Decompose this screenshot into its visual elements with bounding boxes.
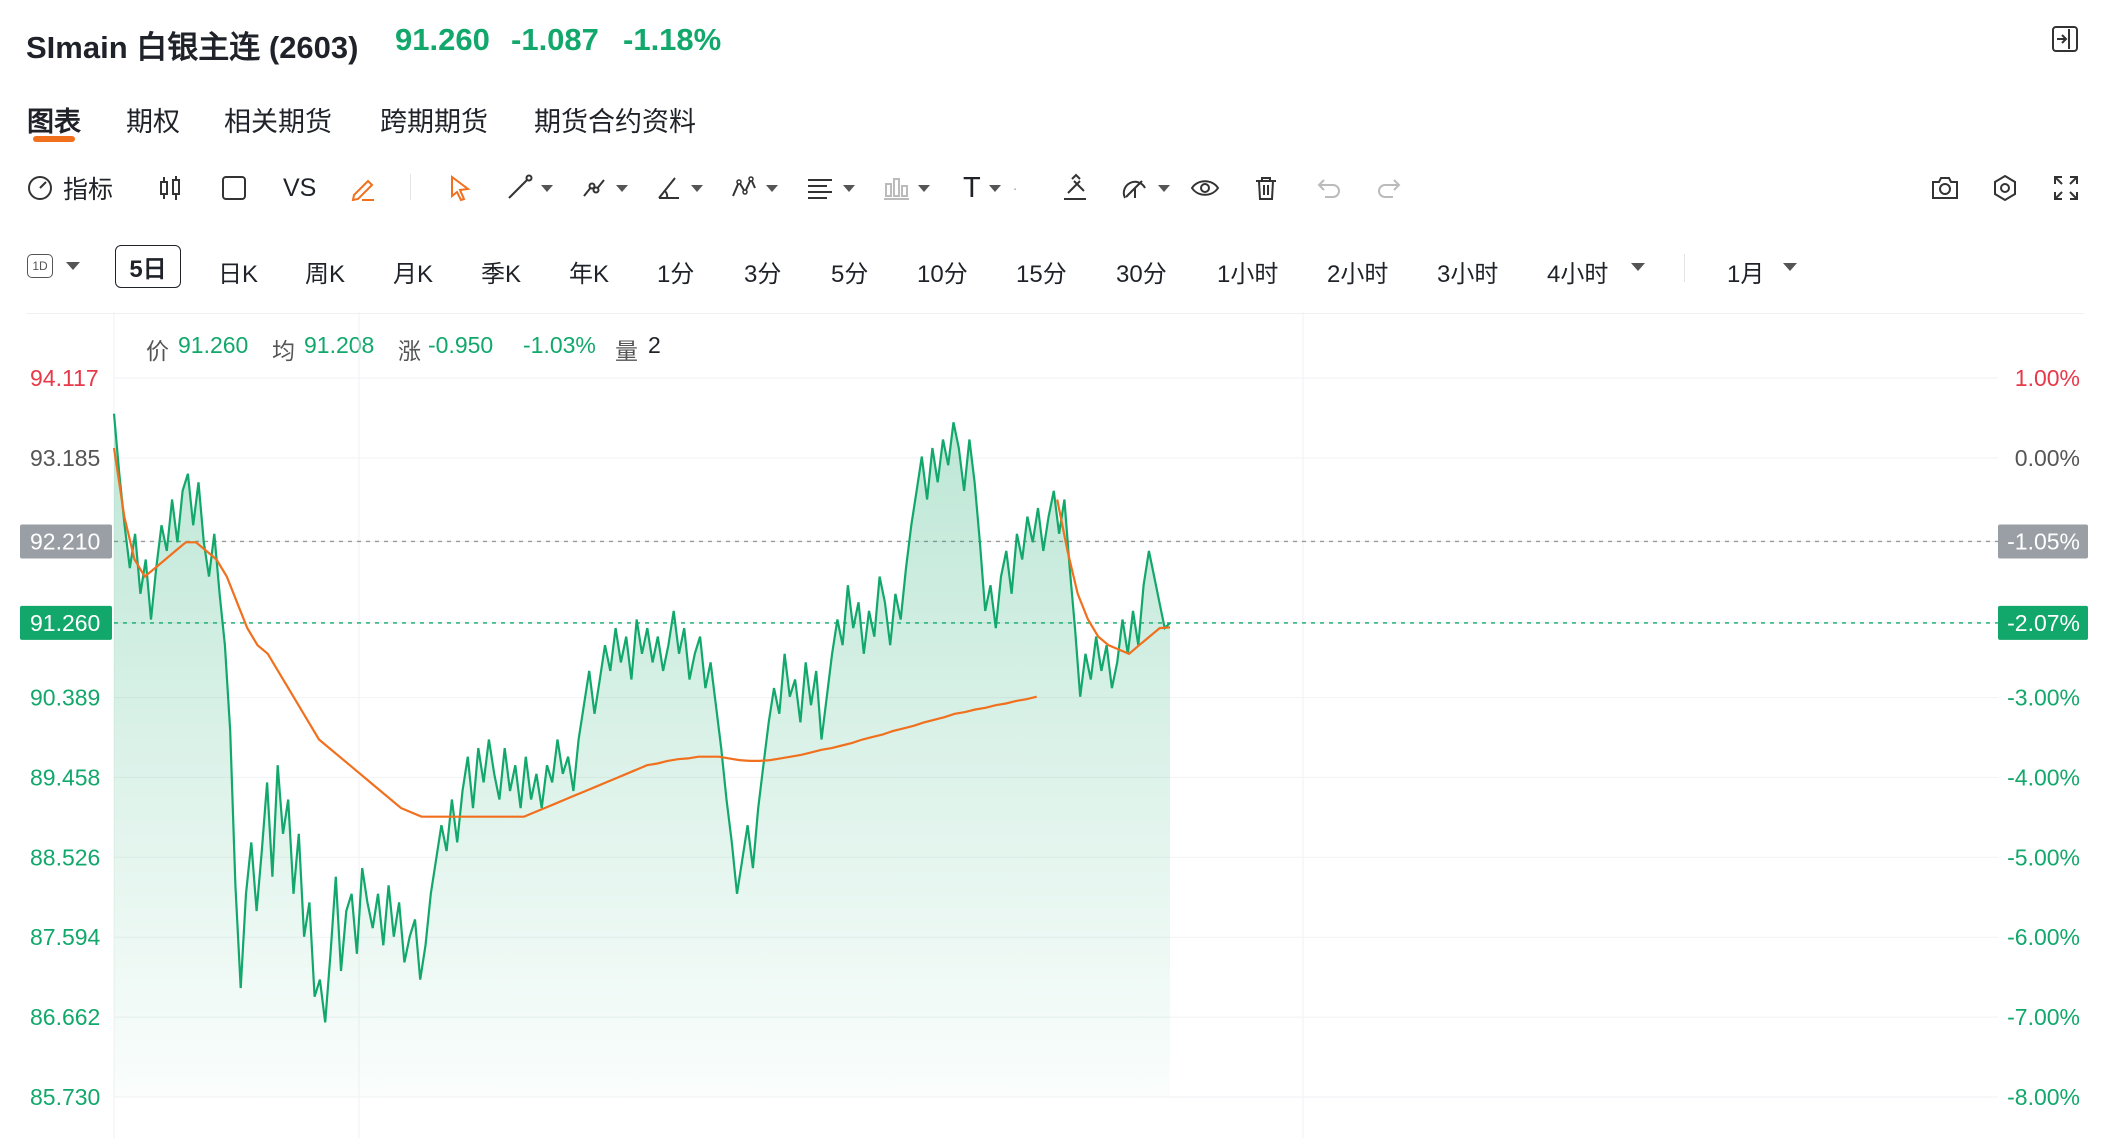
- redo-icon[interactable]: [1375, 170, 1403, 206]
- candlestick-icon[interactable]: [156, 170, 184, 206]
- intraday-chart[interactable]: 94.117 93.185 92.210 91.260 90.389 89.458 88.5…: [0, 312, 2104, 1138]
- tab-related-futures[interactable]: 相关期货: [224, 107, 332, 137]
- angle-icon[interactable]: [655, 170, 703, 206]
- legend-change-pct: -1.03%: [523, 332, 596, 358]
- price-highlight-tag: [20, 524, 112, 559]
- draw-lock-icon[interactable]: [1120, 170, 1170, 206]
- period-15m[interactable]: 15分: [1016, 261, 1067, 288]
- avg-line: [1056, 499, 1171, 656]
- magnet-icon[interactable]: [1060, 170, 1090, 206]
- y-tick-right: -1.05%: [2007, 528, 2080, 554]
- pct-highlight-tag: [1998, 524, 2088, 559]
- avg-line: [112, 447, 1037, 818]
- y-tick-left: 87.594: [30, 924, 101, 950]
- undo-icon[interactable]: [1315, 170, 1343, 206]
- indicators-label: 指标: [63, 176, 114, 204]
- period-1mo[interactable]: 1月: [1727, 261, 1765, 288]
- tab-contract-info[interactable]: 期货合约资料: [534, 107, 696, 137]
- y-tick-left: 94.117: [30, 365, 99, 391]
- y-tick-right: -4.00%: [2007, 764, 2080, 790]
- y-tick-left: 89.458: [30, 764, 100, 790]
- legend-volume: 2: [648, 332, 661, 358]
- y-tick-right: -2.07%: [2007, 610, 2080, 636]
- eye-icon[interactable]: [1190, 170, 1220, 206]
- period-2h[interactable]: 2小时: [1327, 261, 1389, 288]
- legend-change-label: 涨: [398, 338, 421, 364]
- pattern-icon[interactable]: [730, 170, 778, 206]
- divider: [1684, 254, 1685, 282]
- tab-spread-futures[interactable]: 跨期期货: [380, 107, 488, 137]
- period-3m[interactable]: 3分: [744, 261, 782, 288]
- y-tick-right: -5.00%: [2007, 844, 2080, 870]
- period-4h[interactable]: 4小时: [1547, 261, 1609, 288]
- period-1m[interactable]: 1分: [657, 261, 695, 288]
- y-tick-left: 86.662: [30, 1004, 100, 1030]
- legend-volume-label: 量: [615, 338, 638, 364]
- instrument-title: SImain 白银主连 (2603): [26, 30, 359, 65]
- legend-change: -0.950: [428, 332, 494, 358]
- multi-line-icon[interactable]: [580, 170, 628, 206]
- chevron-down-icon[interactable]: [1783, 263, 1797, 271]
- fullscreen-icon[interactable]: [2052, 170, 2080, 206]
- y-tick-left: 92.210: [30, 528, 100, 554]
- y-tick-left: 91.260: [30, 610, 100, 636]
- chevron-down-icon[interactable]: [66, 262, 80, 270]
- period-quarter-k[interactable]: 季K: [481, 261, 522, 288]
- y-tick-right: -8.00%: [2007, 1084, 2080, 1110]
- gauge-icon: [28, 176, 52, 200]
- period-5d[interactable]: 5日: [115, 245, 181, 288]
- text-icon: T: [963, 171, 981, 204]
- legend-avg: 91.208: [304, 332, 375, 358]
- period-5m[interactable]: 5分: [831, 261, 869, 288]
- y-tick-left: 93.185: [30, 445, 100, 471]
- indicators-button[interactable]: 指标: [26, 170, 113, 206]
- compare-button[interactable]: VS: [283, 173, 317, 202]
- y-tick-left: 88.526: [30, 844, 100, 870]
- period-1h[interactable]: 1小时: [1217, 261, 1279, 288]
- camera-icon[interactable]: [1930, 170, 1960, 206]
- price-area: [114, 413, 1170, 1097]
- tab-chart[interactable]: 图表: [27, 107, 81, 137]
- period-30m[interactable]: 30分: [1116, 261, 1167, 288]
- period-10m[interactable]: 10分: [917, 261, 968, 288]
- fib-icon[interactable]: [805, 170, 855, 206]
- period-month-k[interactable]: 月K: [393, 261, 434, 288]
- trash-icon[interactable]: [1252, 170, 1280, 206]
- tab-options[interactable]: 期权: [126, 107, 180, 137]
- y-tick-left: 90.389: [30, 685, 100, 711]
- y-tick-right: 0.00%: [2015, 445, 2080, 471]
- pct-highlight-tag: [1998, 605, 2088, 640]
- y-tick-right: 1.00%: [2015, 365, 2080, 391]
- cursor-icon[interactable]: [447, 170, 473, 206]
- text-tool-button[interactable]: T ·: [963, 171, 1018, 204]
- legend-avg-label: 均: [272, 338, 295, 364]
- y-tick-right: -7.00%: [2007, 1004, 2080, 1030]
- y-tick-left: 85.730: [30, 1084, 100, 1110]
- active-tab-indicator: [33, 136, 75, 142]
- legend-price-label: 价: [146, 338, 169, 364]
- period-3h[interactable]: 3小时: [1437, 261, 1499, 288]
- pencil-icon[interactable]: [348, 170, 378, 206]
- exit-panel-icon[interactable]: [2051, 25, 2079, 53]
- bar-measure-icon[interactable]: [882, 170, 930, 206]
- chevron-down-icon[interactable]: [1631, 263, 1645, 271]
- period-day-k[interactable]: 日K: [218, 261, 259, 288]
- period-week-k[interactable]: 周K: [305, 261, 346, 288]
- period-year-k[interactable]: 年K: [569, 261, 610, 288]
- legend-price: 91.260: [178, 332, 249, 358]
- trend-line-icon[interactable]: [505, 170, 553, 206]
- y-tick-right: -3.00%: [2007, 685, 2080, 711]
- y-tick-right: -6.00%: [2007, 924, 2080, 950]
- price-highlight-tag: [20, 605, 112, 640]
- settings-icon[interactable]: [1990, 170, 2020, 206]
- header-price: 91.260: [395, 22, 490, 57]
- header-change-pct: -1.18%: [623, 22, 722, 57]
- chart-style-square-icon[interactable]: [220, 170, 248, 206]
- header-change: -1.087: [511, 22, 599, 57]
- price-line: [112, 413, 1171, 1023]
- divider: [26, 313, 2084, 314]
- interval-badge[interactable]: 1D: [27, 254, 53, 278]
